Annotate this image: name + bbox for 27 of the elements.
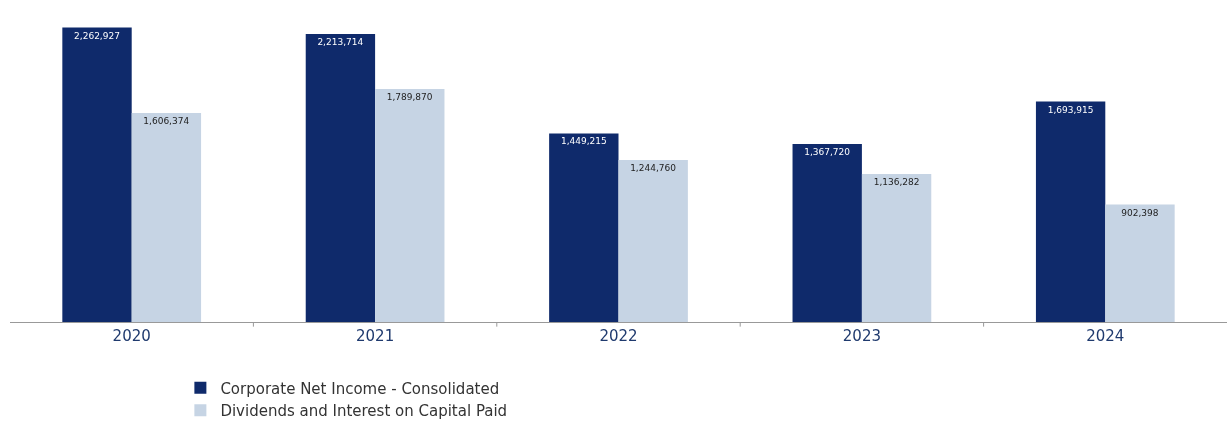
data-label: 1,136,282 xyxy=(873,177,920,188)
data-label: 1,367,720 xyxy=(804,147,851,157)
data-label: 1,606,374 xyxy=(143,115,190,126)
data-label: 2,213,714 xyxy=(317,36,364,47)
data-label: 1,693,915 xyxy=(1047,104,1094,115)
x-tick-label: 2022 xyxy=(599,327,638,345)
bar xyxy=(375,89,445,322)
legend-label: Corporate Net Income - Consolidated xyxy=(220,379,500,398)
x-tick-label: 2023 xyxy=(842,327,881,345)
x-tick-label: 2020 xyxy=(112,327,151,345)
bar xyxy=(131,112,202,322)
legend-label: Dividends and Interest on Capital Paid xyxy=(220,402,508,421)
bar xyxy=(62,27,132,322)
data-label: 1,789,870 xyxy=(386,92,433,103)
data-label: 2,262,927 xyxy=(74,30,120,41)
data-label: 1,244,760 xyxy=(630,163,677,174)
bar xyxy=(1035,101,1106,322)
bar xyxy=(861,174,932,322)
bar xyxy=(549,133,619,322)
data-label: 1,449,215 xyxy=(560,136,607,147)
bar xyxy=(305,33,376,322)
bar xyxy=(792,144,862,322)
bar xyxy=(1105,204,1175,322)
x-tick-label: 2024 xyxy=(1086,327,1125,345)
x-tick-label: 2021 xyxy=(356,327,395,345)
bar xyxy=(618,160,688,322)
data-label: 902,398 xyxy=(1121,207,1159,218)
